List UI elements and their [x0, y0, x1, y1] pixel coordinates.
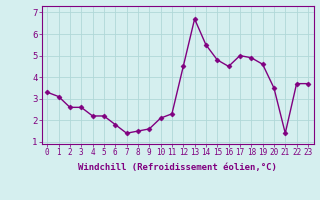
X-axis label: Windchill (Refroidissement éolien,°C): Windchill (Refroidissement éolien,°C)	[78, 163, 277, 172]
